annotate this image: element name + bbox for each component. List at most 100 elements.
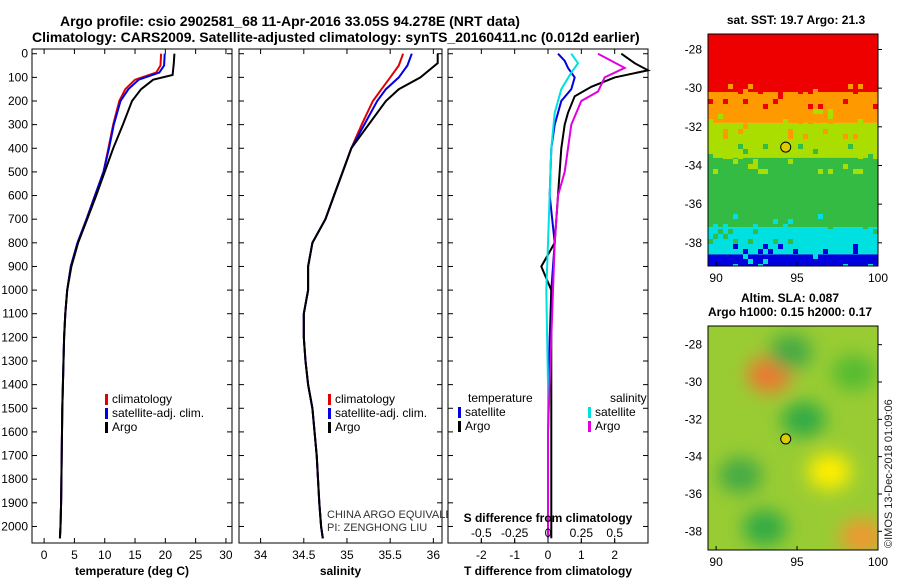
sst-pixel (783, 54, 788, 59)
sst-map-xtick-label: 90 (709, 271, 723, 285)
sst-pixel (863, 164, 868, 169)
temperature-ytick-label: 200 (8, 94, 28, 108)
sst-argo-marker (780, 141, 792, 153)
sst-pixel (738, 89, 743, 94)
sst-pixel (873, 229, 878, 234)
sst-pixel (828, 179, 833, 184)
sst-pixel (753, 209, 758, 214)
temperature-legend-label: satellite-adj. clim. (112, 406, 204, 420)
sst-pixel (853, 124, 858, 129)
sst-pixel (823, 239, 828, 244)
sst-pixel (843, 164, 848, 169)
sst-pixel (743, 194, 748, 199)
sst-pixel (813, 109, 818, 114)
sst-pixel (843, 244, 848, 249)
imos-timestamp: ©IMOS 13-Dec-2018 01:09:06 (883, 399, 895, 548)
sst-pixel (793, 139, 798, 144)
sst-pixel (813, 49, 818, 54)
sst-pixel (868, 249, 873, 254)
sst-pixel (748, 84, 753, 89)
sst-pixel (783, 224, 788, 229)
sst-pixel (828, 169, 833, 174)
sst-pixel (863, 224, 868, 229)
sst-pixel (843, 169, 848, 174)
sst-pixel (863, 49, 868, 54)
sst-pixel (873, 154, 878, 159)
sst-pixel (773, 139, 778, 144)
sst-pixel (708, 239, 713, 244)
sst-pixel (783, 119, 788, 124)
difference-legend-t-header: temperature (468, 391, 533, 405)
sst-pixel (763, 104, 768, 109)
temperature-legend-swatch (105, 408, 108, 419)
sst-pixel (848, 74, 853, 79)
temperature-xtick-label: 0 (41, 548, 48, 562)
sla-blobs (718, 334, 878, 550)
sst-map-ytick-label: -28 (685, 42, 703, 56)
sst-pixel (763, 99, 768, 104)
sst-map-panel: 90 95 100 -28 -30 -32 -34 -36 -38 sat. SST: 19.7 … (680, 13, 888, 285)
difference-series-salinity-argo (547, 52, 627, 539)
difference-s-tick-label: -0.25 (501, 526, 529, 540)
sst-pixel (753, 184, 758, 189)
sst-pixel (758, 89, 763, 94)
sst-pixel (788, 129, 793, 134)
sla-blob (718, 457, 763, 494)
temperature-ytick-label: 1900 (1, 496, 28, 510)
difference-s-tick-label: 0 (545, 526, 552, 540)
sst-pixel (788, 219, 793, 224)
sst-pixel (803, 234, 808, 239)
sst-pixel (863, 104, 868, 109)
sst-pixel (863, 219, 868, 224)
difference-legend-s-header: salinity (610, 391, 647, 405)
sst-pixel (783, 189, 788, 194)
difference-xtick-label: 1 (578, 548, 585, 562)
salinity-legend-swatch (328, 422, 331, 433)
sst-pixel (733, 159, 738, 164)
sla-blob (839, 518, 878, 550)
title-line-1: Argo profile: csio 2902581_68 11-Apr-201… (60, 13, 520, 29)
sst-pixel (708, 99, 713, 104)
sst-pixel (773, 179, 778, 184)
sst-pixel (778, 64, 783, 69)
sst-pixel (858, 184, 863, 189)
sst-pixel (743, 249, 748, 254)
sst-pixel (853, 74, 858, 79)
sst-pixel (798, 204, 803, 209)
sst-pixel (713, 84, 718, 89)
temperature-ytick-label: 100 (8, 70, 28, 84)
sla-map-panel: 90 95 100 -28 -30 -32 -34 -36 -38 Altim. SLA: 0.0… (685, 291, 889, 569)
sst-pixel (723, 244, 728, 249)
sst-pixel (778, 209, 783, 214)
sst-map-ytick-label: -36 (685, 197, 703, 211)
sst-pixel (713, 109, 718, 114)
sst-pixel (718, 209, 723, 214)
sst-pixel (858, 179, 863, 184)
difference-s-tick-label: 0.25 (570, 526, 594, 540)
sst-pixel (858, 44, 863, 49)
temperature-ytick-label: 1200 (1, 330, 28, 344)
sst-pixel (833, 164, 838, 169)
sst-map-ytick-label: -32 (685, 120, 703, 134)
sst-pixel (723, 129, 728, 134)
sst-pixel (863, 59, 868, 64)
sst-pixel (718, 179, 723, 184)
sst-pixel (798, 144, 803, 149)
sst-pixel (733, 164, 738, 169)
sst-pixel (753, 224, 758, 229)
sla-argo-marker (780, 433, 792, 445)
sst-pixel (713, 39, 718, 44)
salinity-panel: 34 34.5 35 35.5 36 salinity climatologysatelli… (238, 48, 468, 578)
sst-pixel (813, 64, 818, 69)
sla-map-ytick-label: -36 (685, 487, 703, 501)
sst-pixel (828, 119, 833, 124)
sst-pixel (713, 74, 718, 79)
sst-pixel (868, 209, 873, 214)
sst-pixel (768, 174, 773, 179)
sst-map-xtick-label: 95 (790, 271, 804, 285)
sst-pixel (818, 104, 823, 109)
sst-pixel (748, 259, 753, 264)
sst-pixel (728, 84, 733, 89)
sst-pixel (773, 239, 778, 244)
